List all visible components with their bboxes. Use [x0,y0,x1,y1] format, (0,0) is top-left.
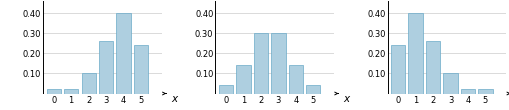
Bar [289,65,303,94]
Bar [64,89,78,94]
Bar [99,41,114,94]
Bar [47,89,61,94]
Bar [271,33,286,94]
Bar [219,85,233,94]
Bar [443,73,458,94]
Bar [408,13,423,94]
Bar [253,33,268,94]
Bar [81,73,96,94]
Bar [134,45,148,94]
Bar [236,65,250,94]
Bar [391,45,405,94]
Bar [117,13,131,94]
Bar [461,89,475,94]
Bar [426,41,440,94]
Text: x: x [172,94,178,104]
Text: x: x [344,94,350,104]
Bar [478,89,493,94]
Bar [306,85,321,94]
